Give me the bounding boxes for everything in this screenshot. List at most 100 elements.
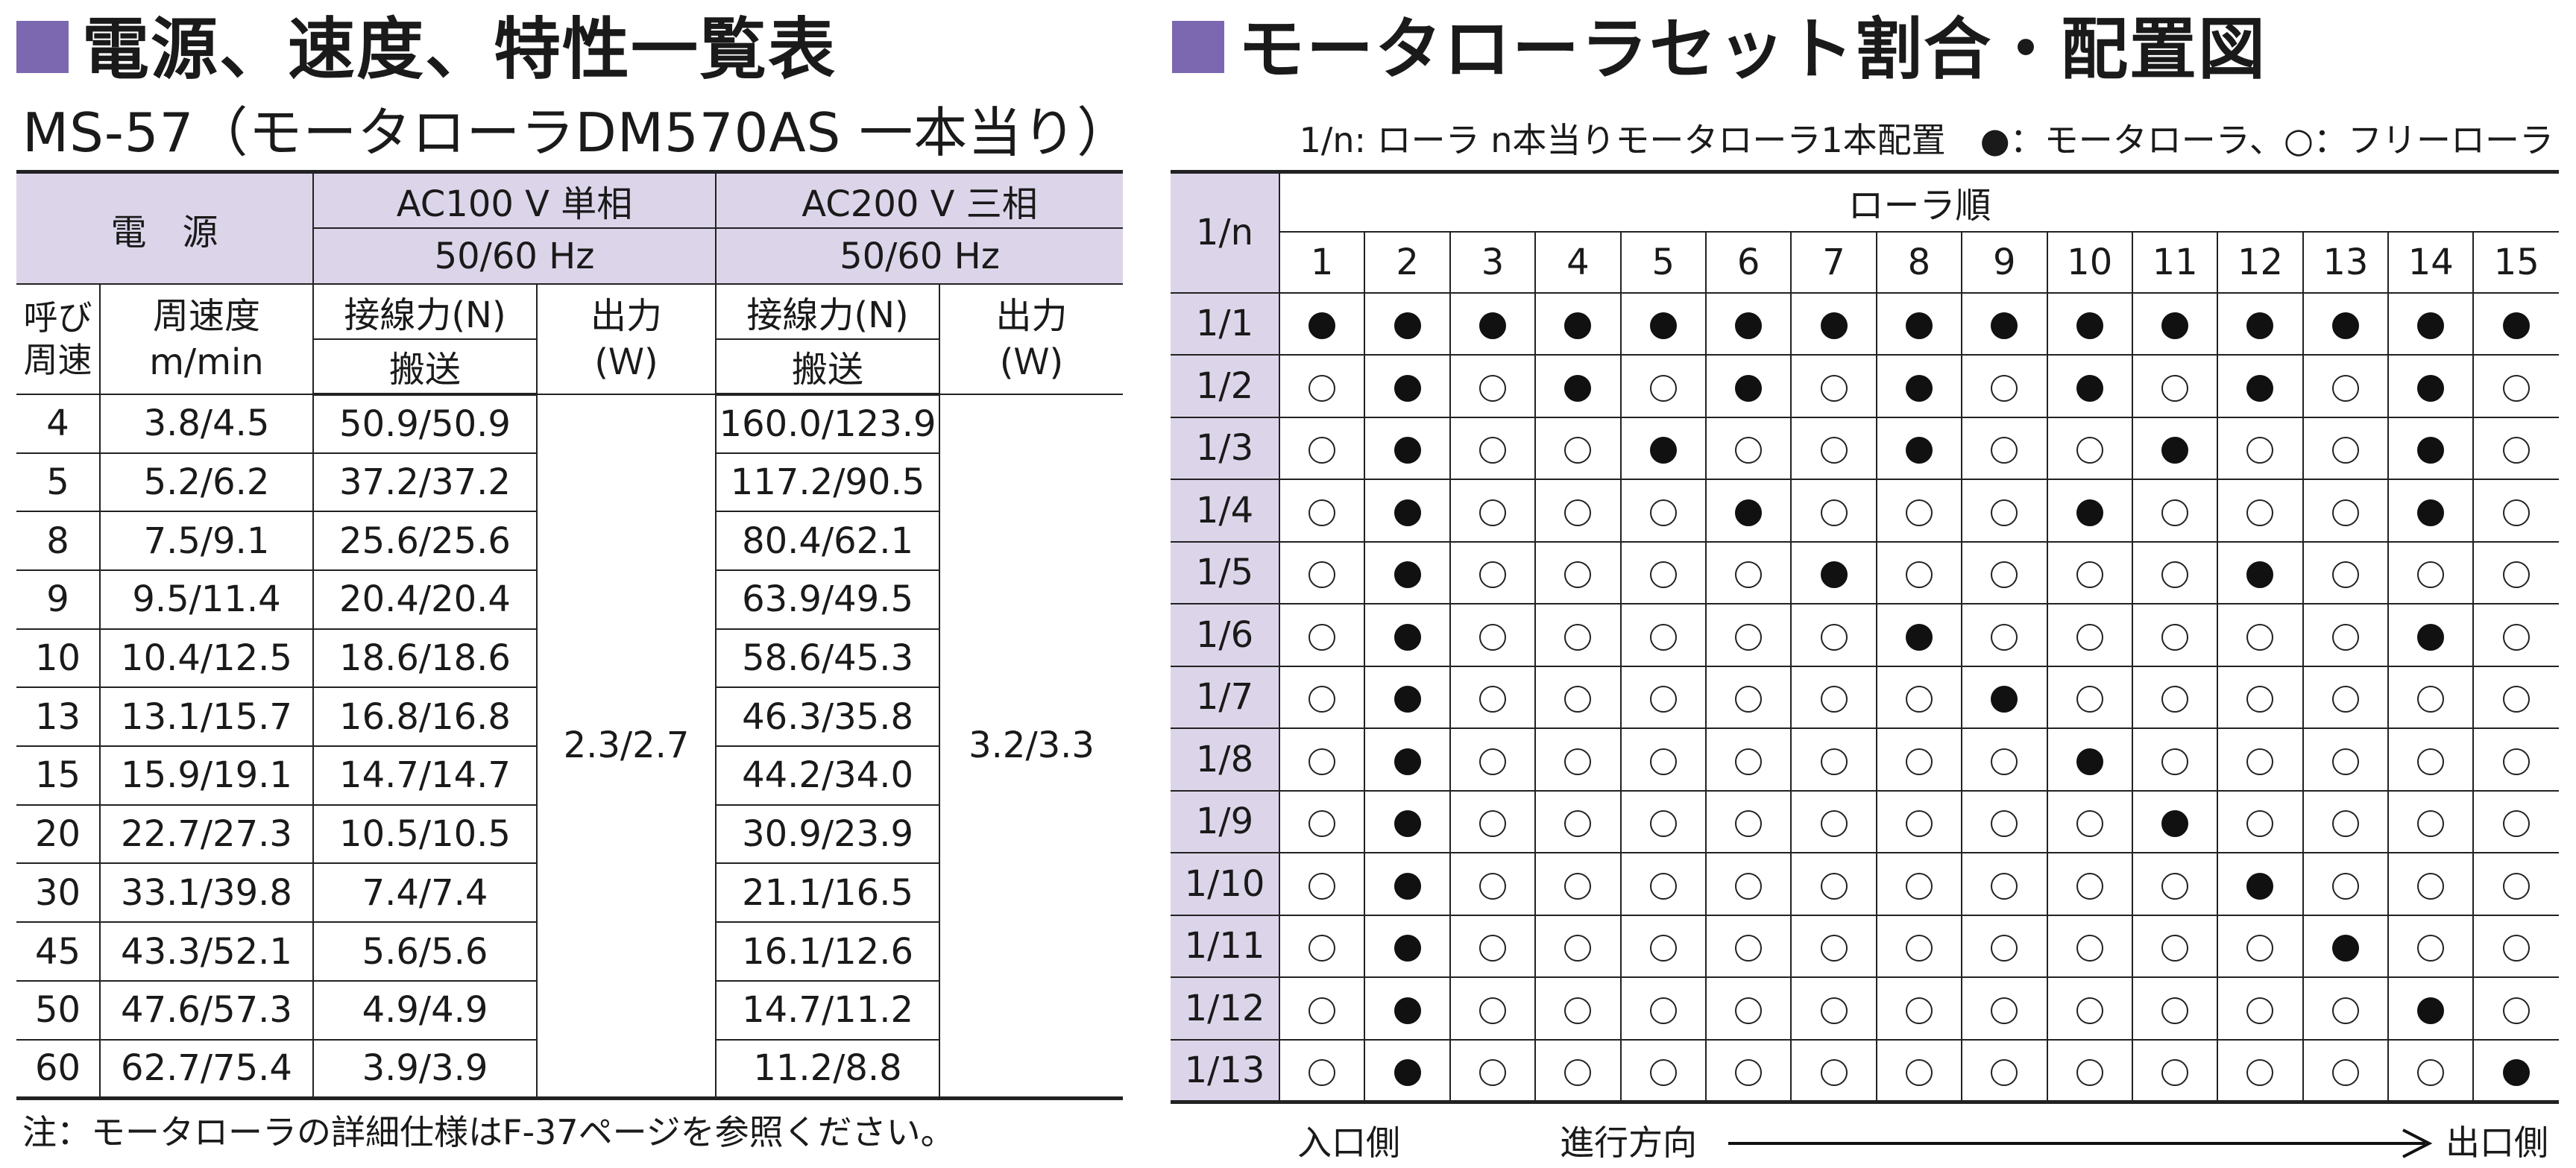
ratio-label-cell: 1/2 xyxy=(1171,354,1280,418)
roller-cell xyxy=(1961,416,2048,480)
free-roller-icon xyxy=(1735,561,1763,589)
free-roller-icon xyxy=(1991,935,2018,962)
speed-code-cell: 45 xyxy=(16,921,101,982)
roller-cell xyxy=(1790,416,1877,480)
roller-cell xyxy=(2387,540,2475,604)
roller-cell xyxy=(1364,727,1451,792)
free-roller-icon xyxy=(2076,686,2103,713)
force-ac100-cell: 50.9/50.9 xyxy=(312,393,538,454)
roller-cell xyxy=(2387,665,2475,729)
free-roller-icon xyxy=(1820,810,1848,838)
free-roller-icon xyxy=(1905,810,1933,838)
free-roller-icon xyxy=(1649,561,1677,589)
free-roller-icon xyxy=(2246,810,2274,838)
free-roller-icon xyxy=(2503,561,2531,589)
force-ac100-cell: 25.6/25.6 xyxy=(312,511,538,571)
ratio-row: 1/11 xyxy=(1171,914,2559,978)
free-roller-icon xyxy=(1820,437,1848,464)
roller-cell xyxy=(1961,665,2048,729)
roller-order-header: 1 xyxy=(1278,230,1366,294)
free-roller-icon xyxy=(1649,499,1677,526)
free-roller-icon xyxy=(2246,437,2274,464)
roller-cell xyxy=(2472,789,2559,853)
roller-cell xyxy=(2472,354,2559,418)
roller-cell xyxy=(2302,354,2390,418)
roller-cell xyxy=(1704,914,1792,978)
speed-code-cell: 20 xyxy=(16,804,101,865)
roller-cell xyxy=(1704,789,1792,853)
motor-roller-icon xyxy=(2417,623,2445,651)
roller-cell xyxy=(1961,603,2048,667)
free-roller-icon xyxy=(1991,810,2018,838)
free-roller-icon xyxy=(1649,686,1677,713)
roller-cell xyxy=(1704,603,1792,667)
ratio-label-cell: 1/3 xyxy=(1171,416,1280,480)
roller-cell xyxy=(1364,354,1451,418)
free-roller-icon xyxy=(1905,561,1933,589)
ratio-row: 1/10 xyxy=(1171,852,2559,916)
free-roller-icon xyxy=(1564,872,1592,900)
free-roller-icon xyxy=(1905,935,1933,962)
roller-cell xyxy=(2217,727,2304,792)
free-roller-icon xyxy=(1649,935,1677,962)
free-roller-icon xyxy=(2331,686,2359,713)
roller-cell xyxy=(2387,852,2475,916)
roller-cell xyxy=(2131,291,2219,356)
free-roller-icon xyxy=(1309,686,1336,713)
roller-order-header: 14 xyxy=(2387,230,2475,294)
free-roller-icon xyxy=(1309,374,1336,402)
free-roller-icon xyxy=(1478,810,1506,838)
speed-code-cell: 50 xyxy=(16,979,101,1041)
output-ac200-cell: 3.2/3.3 xyxy=(939,393,1124,1099)
roller-cell xyxy=(1619,789,1707,853)
spec-row: 13 13.1/15.7 16.8/16.8 46.3/35.8 xyxy=(16,686,1123,748)
ratio-label-cell: 1/6 xyxy=(1171,603,1280,667)
roller-cell xyxy=(1364,976,1451,1041)
roller-cell xyxy=(2302,540,2390,604)
roller-cell xyxy=(2131,354,2219,418)
ratio-label-cell: 1/11 xyxy=(1171,914,1280,978)
free-roller-icon xyxy=(1564,437,1592,464)
roller-cell xyxy=(1619,416,1707,480)
motor-roller-icon xyxy=(2076,374,2103,402)
free-roller-icon xyxy=(2331,810,2359,838)
roller-cell xyxy=(2131,852,2219,916)
free-roller-icon xyxy=(1991,374,2018,402)
roller-cell xyxy=(1278,976,1366,1041)
roller-cell xyxy=(2387,727,2475,792)
roller-cell xyxy=(1449,789,1537,853)
force-ac100-cell: 7.4/7.4 xyxy=(312,862,538,924)
roller-cell xyxy=(2217,479,2304,543)
roller-order-header: 8 xyxy=(1875,230,1963,294)
motor-roller-icon xyxy=(1735,312,1763,340)
roller-cell xyxy=(1875,416,1963,480)
speed-cell: 22.7/27.3 xyxy=(98,804,315,865)
free-roller-icon xyxy=(2503,437,2531,464)
footnote: 注：モータローラの詳細仕様はF-37ページを参照ください。 xyxy=(22,1112,955,1152)
roller-cell xyxy=(1875,665,1963,729)
free-roller-icon xyxy=(1478,437,1506,464)
roller-cell xyxy=(2131,976,2219,1041)
motor-roller-icon xyxy=(2246,374,2274,402)
free-roller-icon xyxy=(1478,872,1506,900)
roller-cell xyxy=(2046,852,2133,916)
roller-cell xyxy=(1961,852,2048,916)
motor-roller-icon xyxy=(1649,437,1677,464)
free-roller-icon xyxy=(2161,997,2189,1024)
free-roller-icon xyxy=(1991,561,2018,589)
roller-cell xyxy=(2217,914,2304,978)
free-roller-icon xyxy=(1991,1058,2018,1086)
free-roller-icon xyxy=(2503,374,2531,402)
roller-cell xyxy=(1704,540,1792,604)
inlet-label: 入口側 xyxy=(1297,1123,1400,1163)
speed-cell: 9.5/11.4 xyxy=(98,569,315,630)
motor-roller-icon xyxy=(1394,561,1421,589)
free-roller-icon xyxy=(2076,997,2103,1024)
motor-roller-icon xyxy=(1394,312,1421,340)
roller-cell xyxy=(1790,789,1877,853)
roller-cell xyxy=(1961,976,2048,1041)
free-roller-icon xyxy=(2331,374,2359,402)
roller-cell xyxy=(1790,354,1877,418)
free-roller-icon xyxy=(1735,1058,1763,1086)
free-roller-icon xyxy=(2503,686,2531,713)
